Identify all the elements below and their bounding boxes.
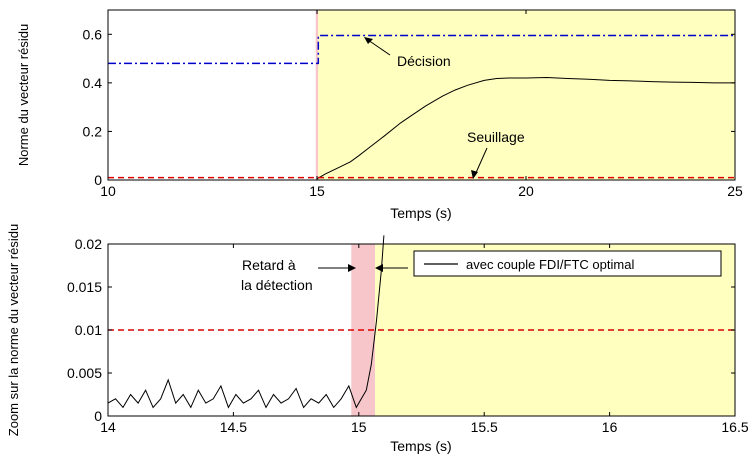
annotation-retard-line1: Retard à <box>242 257 296 273</box>
shaded-region <box>315 10 319 180</box>
series-line-solid <box>107 235 385 409</box>
seuillage-arrow <box>471 147 488 179</box>
y-tick-label: 0.015 <box>67 279 102 295</box>
series-line-solid <box>316 76 735 180</box>
annotation-decision: Décision <box>397 53 451 69</box>
x-tick-label: 14 <box>100 419 116 435</box>
chart-bottom: 14 14.5 15 15.5 16 16.5 0 0.005 0.01 0.015 0.02 T… <box>6 224 749 454</box>
retard-arrow-left <box>318 264 356 272</box>
y-tick-label: 0.4 <box>83 75 103 91</box>
top-ylabel: Norme du vecteur résidu <box>16 24 31 166</box>
chart-top: 10 15 20 25 0 0.2 0.4 0.6 Temps (s) Norme du v… <box>16 9 743 221</box>
bottom-ylabel-line: Zoom sur la norme du vecteur résidu <box>6 224 21 436</box>
x-tick-label: 25 <box>727 183 743 199</box>
shaded-region <box>318 10 735 180</box>
y-tick-label: 0.6 <box>83 26 103 42</box>
retard-arrow-right <box>375 264 408 272</box>
x-tick-label: 15 <box>309 183 325 199</box>
y-tick-label: 0.01 <box>75 322 102 338</box>
x-tick-label: 15 <box>351 419 367 435</box>
y-tick-label: 0.005 <box>67 365 102 381</box>
y-tick-label: 0.2 <box>83 123 103 139</box>
y-tick-label: 0 <box>94 172 102 188</box>
annotation-retard-line2: la détection <box>241 277 313 293</box>
decision-arrow <box>364 37 391 56</box>
top-xlabel: Temps (s) <box>390 205 451 221</box>
bottom-xlabel: Temps (s) <box>390 438 451 454</box>
x-tick-label: 14.5 <box>220 419 247 435</box>
x-tick-label: 10 <box>100 183 116 199</box>
series-line-dash-dot <box>108 34 735 65</box>
y-tick-label: 0.02 <box>75 236 102 252</box>
x-tick-label: 16.5 <box>721 419 748 435</box>
legend-entry: avec couple FDI/FTC optimal <box>466 257 634 272</box>
legend: avec couple FDI/FTC optimal <box>413 250 722 277</box>
x-tick-label: 20 <box>518 183 534 199</box>
top-plot-frame <box>107 9 736 181</box>
legend-box <box>413 250 722 277</box>
x-tick-label: 15.5 <box>471 419 498 435</box>
y-tick-label: 0 <box>94 408 102 424</box>
annotation-seuillage: Seuillage <box>467 129 525 145</box>
x-tick-label: 16 <box>602 419 618 435</box>
bottom-ylabel: Zoom sur la norme du vecteur résidu <box>6 224 21 436</box>
